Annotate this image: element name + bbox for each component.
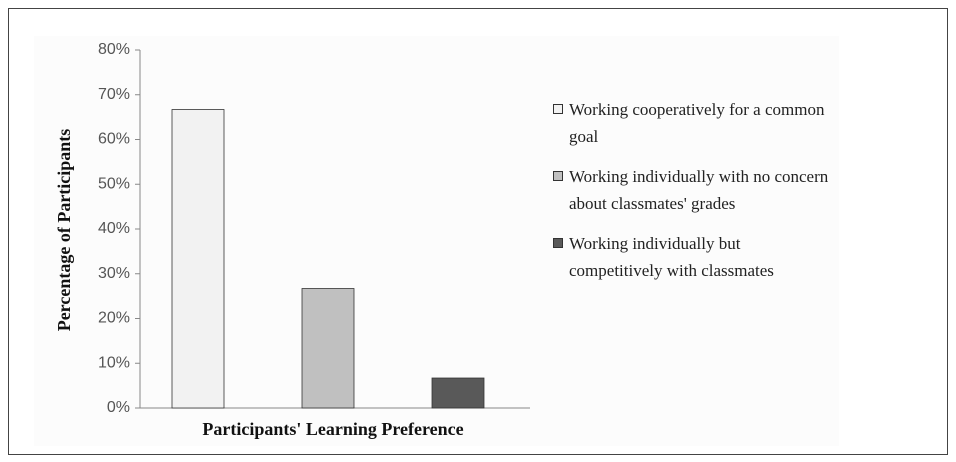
legend: Working cooperatively for a common goal W… [553, 96, 828, 297]
legend-swatch [553, 104, 563, 114]
legend-entry: Working cooperatively for a common goal [553, 96, 831, 150]
y-tick-label: 0% [107, 399, 130, 416]
y-tick-label: 30% [98, 265, 130, 282]
legend-label: Working individually with no concern abo… [569, 167, 829, 213]
x-axis-title: Participants' Learning Preference [202, 419, 463, 439]
legend-swatch [553, 238, 563, 248]
legend-swatch [553, 171, 563, 181]
bar [431, 377, 485, 409]
y-tick-label: 10% [98, 354, 130, 371]
legend-label: Working cooperatively for a common goal [569, 100, 825, 146]
y-tick-label: 20% [98, 310, 130, 327]
bar [301, 288, 355, 409]
legend-entry: Working individually but competitively w… [553, 230, 837, 284]
y-axis-title: Percentage of Participants [54, 129, 74, 332]
y-tick-label: 80% [98, 41, 130, 58]
legend-entry: Working individually with no concern abo… [553, 163, 837, 217]
y-tick-label: 50% [98, 175, 130, 192]
bar [171, 109, 225, 409]
y-tick-label: 40% [98, 220, 130, 237]
y-tick-label: 60% [98, 131, 130, 148]
y-tick-label: 70% [98, 86, 130, 103]
legend-label: Working individually but competitively w… [569, 234, 774, 280]
